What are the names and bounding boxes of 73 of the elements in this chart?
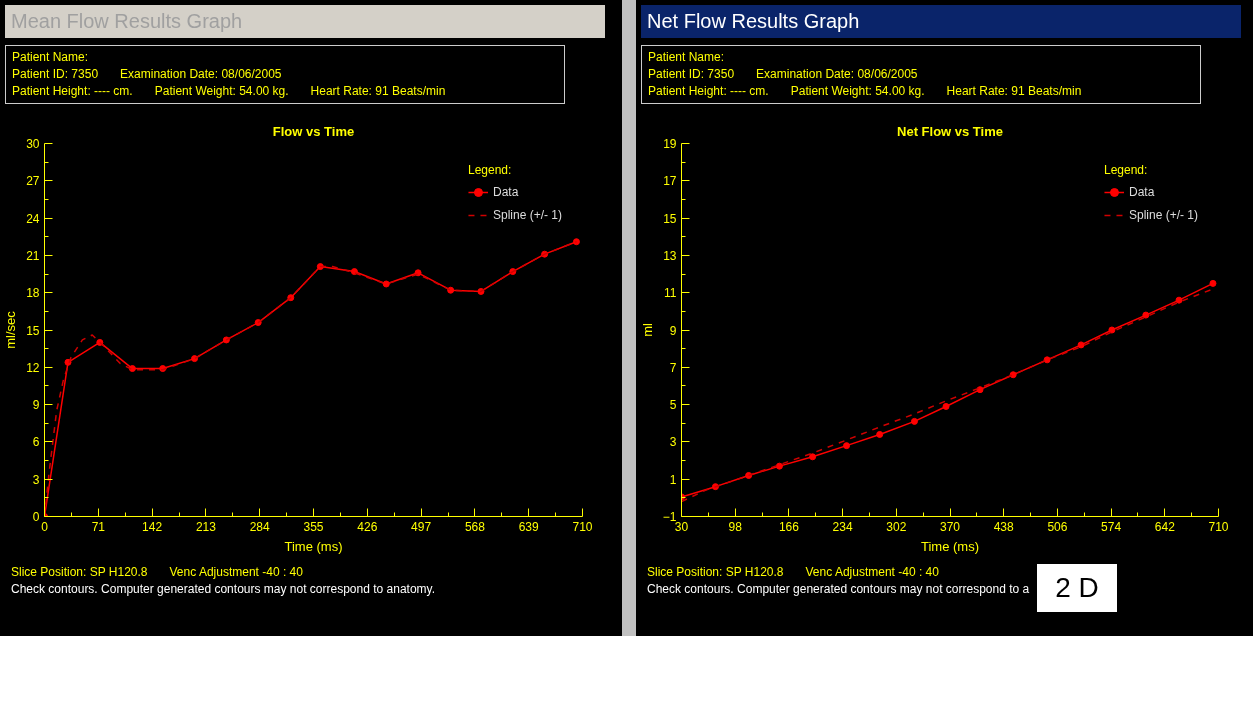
text: Examination Date: 08/06/2005 [120, 67, 282, 82]
y-tick-label: 21 [26, 248, 40, 263]
legend-label: Data [1128, 185, 1155, 199]
x-tick-label: 98 [728, 519, 743, 534]
x-axis-title: Time (ms) [921, 538, 980, 554]
x-tick-label: 639 [518, 519, 540, 534]
y-tick-label: 1 [669, 472, 677, 487]
chart-title: Net Flow vs Time [897, 123, 1003, 139]
legend-label: Data [492, 185, 519, 199]
text: Patient ID: 7350 [12, 67, 99, 82]
y-tick-label: 11 [664, 286, 677, 301]
y-axis-title: ml/sec [3, 310, 19, 349]
x-tick-label: 710 [1208, 519, 1229, 534]
y-tick-label: 15 [26, 323, 40, 338]
text: Patient Weight: 54.00 kg. [154, 84, 289, 99]
y-tick-label: 7 [669, 360, 677, 375]
y-tick-label: 6 [32, 435, 40, 450]
x-tick-label: 71 [91, 519, 106, 534]
x-tick-label: 234 [832, 519, 853, 534]
y-tick-label: 0 [32, 510, 40, 524]
x-axis-title: Time (ms) [284, 538, 343, 554]
y-tick-label: 15 [663, 211, 677, 226]
x-tick-label: 142 [142, 519, 163, 534]
y-axis-title: ml [639, 323, 655, 337]
x-tick-label: 568 [464, 519, 486, 534]
text: 2 D [1037, 564, 1117, 612]
text: Patient Weight: 54.00 kg. [790, 84, 925, 99]
text: Patient Height: ---- cm. [648, 84, 769, 99]
x-tick-label: 497 [411, 519, 432, 534]
x-tick-label: 506 [1047, 519, 1068, 534]
legend-label: Spline (+/- 1) [492, 208, 562, 222]
y-tick-label: 3 [32, 472, 40, 487]
legend-title: Legend: [467, 163, 513, 177]
text: Patient Name: [648, 50, 725, 64]
y-tick-label: 13 [663, 248, 677, 263]
chart-title: Flow vs Time [272, 123, 355, 139]
text: Slice Position: SP H120.8 [11, 565, 148, 579]
x-tick-label: 302 [886, 519, 907, 534]
text: Net Flow Results Graph [641, 5, 1241, 38]
text: Venc Adjustment -40 : 40 [805, 565, 939, 579]
x-tick-label: 355 [303, 519, 324, 534]
x-tick-label: 574 [1101, 519, 1122, 534]
x-tick-label: 438 [993, 519, 1015, 534]
y-tick-label: 12 [26, 360, 40, 375]
y-tick-label: 30 [26, 137, 40, 151]
text: Patient Height: ---- cm. [12, 84, 133, 99]
text: Heart Rate: 91 Beats/min [946, 84, 1082, 99]
text: Patient Name: [12, 50, 89, 64]
y-tick-label: 9 [669, 323, 677, 338]
y-tick-label: 5 [669, 398, 677, 413]
y-tick-label: 3 [669, 435, 677, 450]
text: Patient ID: 7350 [648, 67, 735, 82]
y-tick-label: 17 [663, 174, 677, 189]
text: Examination Date: 08/06/2005 [756, 67, 918, 82]
text: Slice Position: SP H120.8 [647, 565, 784, 579]
x-tick-label: 213 [195, 519, 217, 534]
text: Venc Adjustment -40 : 40 [169, 565, 303, 579]
y-tick-label: 27 [26, 174, 40, 189]
x-tick-label: 370 [939, 519, 961, 534]
y-tick-label: 9 [32, 398, 40, 413]
text: Heart Rate: 91 Beats/min [310, 84, 446, 99]
text: Check contours. Computer generated contours may not correspond to anatomy. [11, 581, 436, 599]
y-tick-label: 19 [663, 137, 677, 151]
x-tick-label: 710 [572, 519, 593, 534]
y-tick-label: 18 [26, 286, 40, 301]
legend-label: Spline (+/- 1) [1128, 208, 1198, 222]
x-tick-label: 166 [778, 519, 800, 534]
x-tick-label: 426 [357, 519, 378, 534]
legend-title: Legend: [1103, 163, 1149, 177]
y-tick-label: 24 [26, 211, 40, 226]
text: Check contours. Computer generated contours may not correspond to a [647, 581, 1030, 599]
x-tick-label: 284 [249, 519, 271, 534]
x-tick-label: 642 [1154, 519, 1176, 534]
